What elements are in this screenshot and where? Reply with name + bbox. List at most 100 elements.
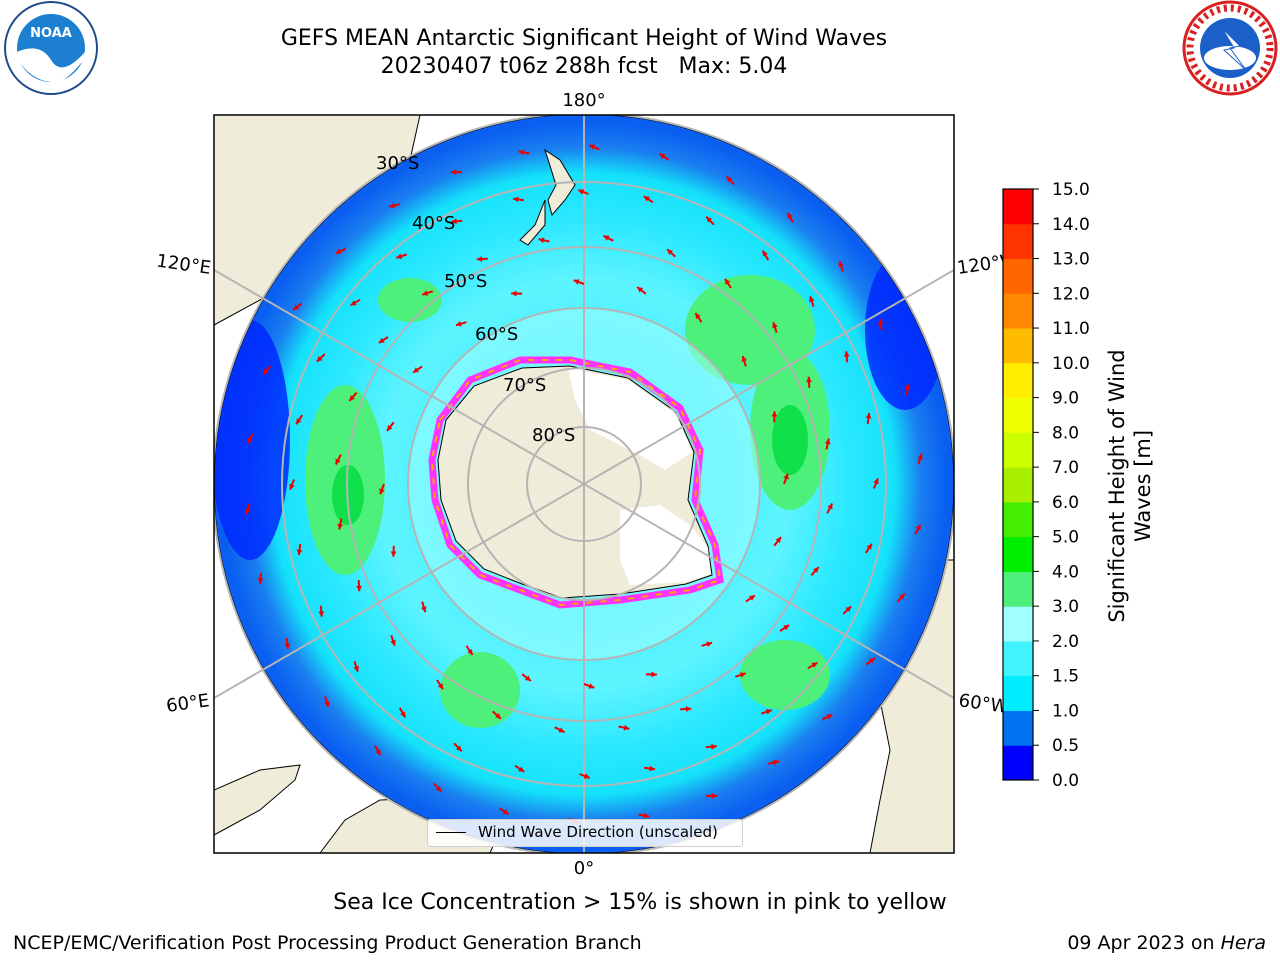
wave-direction-arrowhead [643, 196, 650, 202]
colorbar-label-line1: Significant Height of Wind [1105, 349, 1129, 623]
colorbar-segment [1003, 536, 1033, 572]
wave-direction-arrowhead [762, 250, 768, 257]
wave-direction-arrowhead [296, 418, 302, 425]
wave-direction-arrowhead [495, 713, 501, 719]
wave-direction-arrowhead [649, 765, 655, 772]
wave-direction-arrowhead [589, 144, 596, 150]
colorbar-segment [1003, 501, 1033, 538]
wind-wave-direction-arrows [245, 144, 923, 824]
colorbar-segment [1003, 223, 1033, 260]
wave-direction-arrowhead [511, 290, 517, 297]
wave-direction-arrowhead [455, 321, 462, 327]
wave-direction-arrowhead [476, 256, 483, 262]
graticule [214, 115, 954, 853]
wave-direction-arrowhead [318, 611, 325, 617]
footer-credit: NCEP/EMC/Verification Post Processing Pr… [13, 932, 642, 954]
lat-label-60s: 60°S [475, 324, 518, 345]
wave-direction-arrowhead [396, 253, 403, 259]
colorbar-segment [1003, 467, 1033, 503]
lat-label-40s: 40°S [412, 213, 455, 234]
wave-direction-arrowhead [771, 411, 778, 417]
wave-direction-arrowhead [518, 766, 525, 772]
wave-direction-arrowhead [316, 356, 323, 362]
wave-direction-arrowhead [741, 355, 747, 362]
wave-direction-arrowhead [783, 625, 790, 631]
colorbar-tick-label: 1.5 [1052, 667, 1079, 687]
wave-direction-arrowhead [873, 478, 879, 485]
noaa-logo-text: NOAA [30, 26, 72, 41]
wave-direction-arrowhead [337, 523, 344, 530]
lat-label-80s: 80°S [532, 425, 575, 446]
colorbar-segment [1003, 328, 1033, 364]
map-frame [213, 114, 955, 854]
wave-direction-arrowhead [843, 351, 850, 357]
colorbar-segment [1003, 258, 1033, 294]
colorbar-segment [1003, 293, 1033, 329]
wave-direction-arrowhead [356, 585, 362, 592]
colorbar-segment [1003, 189, 1033, 225]
wave-direction-arrowhead [296, 549, 303, 555]
colorbar-tick-label: 6.0 [1052, 493, 1079, 513]
wave-direction-arrowhead [387, 424, 393, 431]
wave-direction-arrowhead [513, 196, 519, 203]
footer-date: 09 Apr 2023 on Hera [1067, 932, 1266, 954]
wave-direction-arrowhead [866, 543, 872, 550]
wave-direction-arrowhead [389, 202, 395, 209]
wave-direction-arrowhead [324, 701, 330, 707]
wave-direction-arrowhead [772, 322, 778, 329]
wave-direction-arrowhead [806, 376, 812, 383]
colorbar-tick-label: 1.0 [1052, 701, 1079, 721]
wave-direction-arrowhead [257, 578, 264, 584]
colorbar-tick-label: 12.0 [1052, 284, 1090, 304]
wave-direction-arrowhead [349, 395, 355, 401]
colorbar-tick-label: 10.0 [1052, 354, 1090, 374]
wave-direction-arrowhead [667, 249, 673, 255]
colorbar-tick-label: 0.5 [1052, 736, 1079, 756]
wave-direction-arrowhead [375, 749, 381, 756]
national-weather-service-logo-icon [1182, 0, 1278, 96]
wave-direction-arrowhead [726, 176, 733, 183]
wave-direction-arrowhead [695, 313, 701, 319]
wave-direction-arrowhead [284, 643, 291, 649]
wave-direction-arrowhead [899, 593, 905, 600]
wave-direction-arrowhead [421, 606, 427, 613]
wave-direction-arrowhead [437, 683, 443, 690]
wave-direction-arrowhead [685, 706, 692, 712]
colorbar-label-line2: Waves [m] [1131, 429, 1155, 543]
wave-direction-arrowhead [245, 508, 251, 515]
wave-direction-arrowhead [390, 639, 396, 646]
wave-direction-arrowhead [773, 759, 779, 766]
wave-direction-arrowhead [783, 473, 789, 480]
colorbar-segment [1003, 606, 1033, 642]
wave-direction-arrowhead [904, 384, 911, 390]
colorbar-tick-label: 7.0 [1052, 458, 1079, 478]
map-subtitle: 20230407 t06z 288h fcst Max: 5.04 [380, 54, 788, 79]
wave-direction-arrowhead [711, 793, 718, 799]
colorbar-tick-label: 11.0 [1052, 319, 1090, 339]
colorbar-segment [1003, 362, 1033, 399]
wave-direction-arrowhead [422, 290, 429, 296]
colorbar-segment [1003, 640, 1033, 677]
wave-direction-arrowhead [637, 287, 644, 293]
map-title: GEFS MEAN Antarctic Significant Height o… [280, 26, 888, 51]
wave-direction-arrowhead [578, 189, 585, 195]
wave-direction-arrowhead [467, 649, 473, 655]
legend-line-swatch [436, 832, 466, 833]
wave-direction-arrowhead [293, 304, 299, 311]
wave-direction-arrowhead [787, 212, 793, 219]
colorbar-segment [1003, 710, 1033, 746]
colorbar-segment [1003, 675, 1033, 711]
wave-direction-arrowhead [456, 745, 462, 752]
lat-label-50s: 50°S [444, 271, 487, 292]
wave-direction-arrowhead [651, 671, 657, 678]
lat-label-70s: 70°S [503, 375, 546, 396]
wave-direction-arrowhead [573, 279, 580, 285]
wave-direction-arrowhead [869, 657, 875, 664]
wave-direction-arrowhead [749, 595, 755, 601]
wave-direction-arrowhead [827, 503, 833, 510]
wave-direction-arrowhead [379, 488, 385, 495]
colorbar-tick-label: 14.0 [1052, 215, 1090, 235]
wave-direction-arrowhead [917, 453, 923, 460]
sea-ice-edge [428, 356, 724, 609]
